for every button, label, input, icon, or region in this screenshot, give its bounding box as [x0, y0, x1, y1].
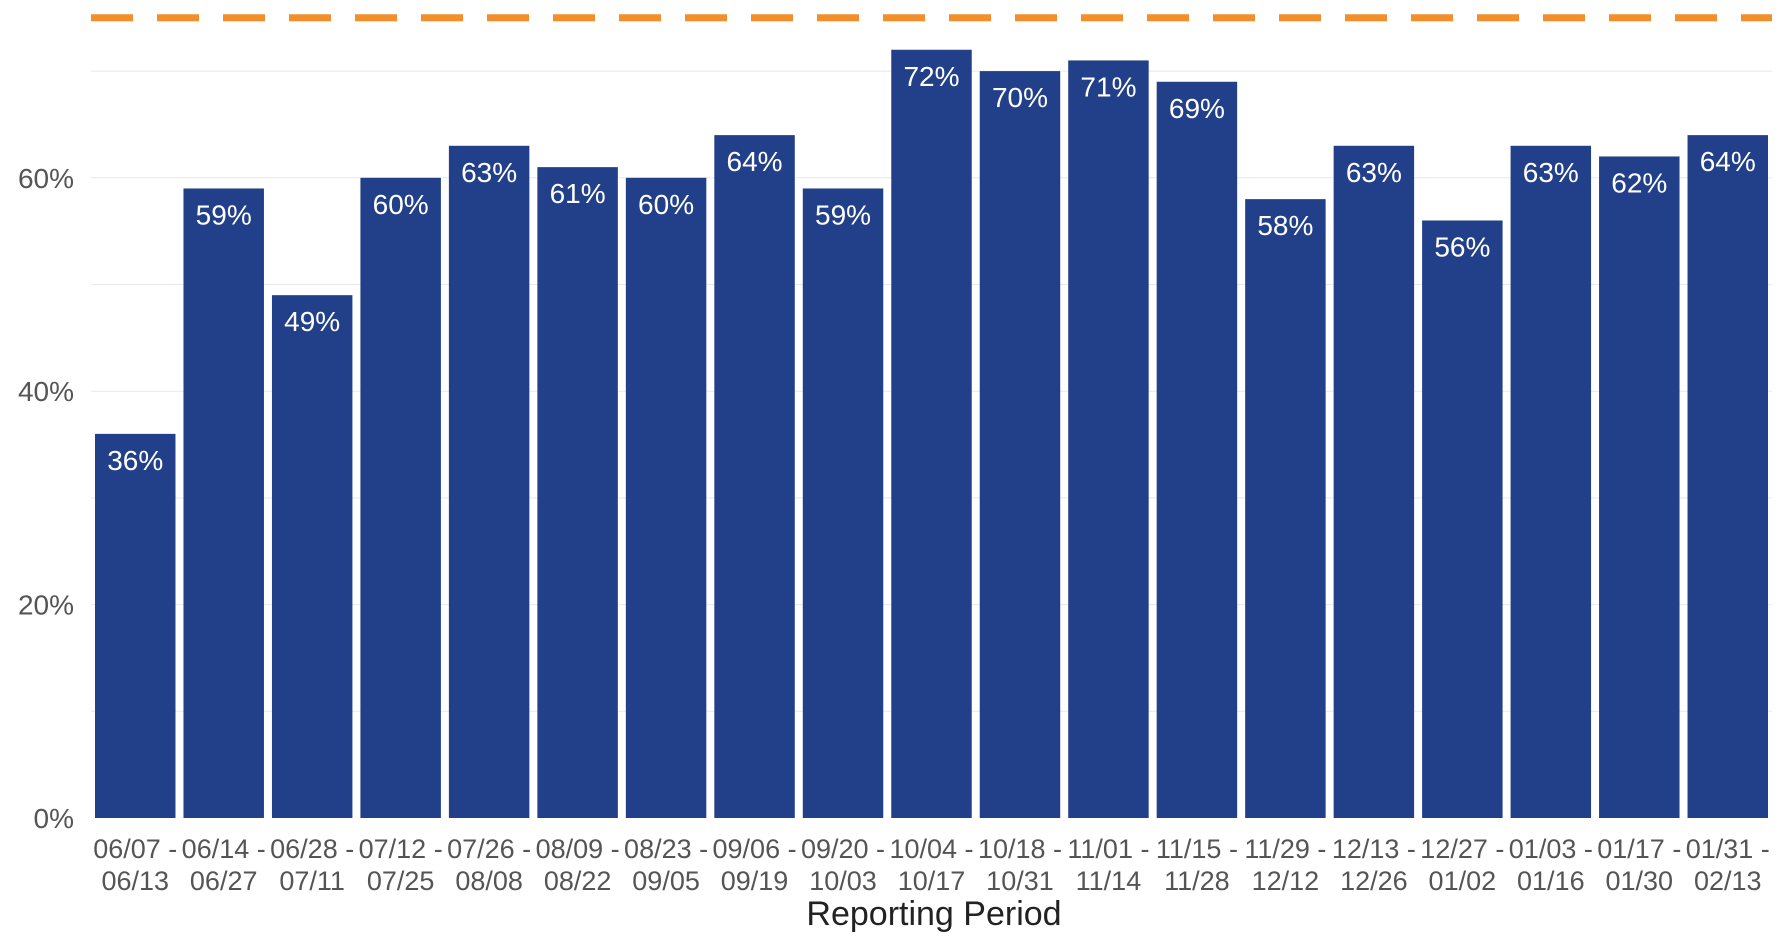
x-tick-label: 11/29 -: [1244, 834, 1326, 864]
bar: [448, 145, 530, 819]
x-tick-label: 01/30: [1606, 866, 1674, 896]
x-tick-label: 10/17: [898, 866, 966, 896]
bar-data-label: 72%: [903, 61, 959, 92]
x-tick-label: 10/03: [809, 866, 877, 896]
bar: [1599, 156, 1680, 818]
bar-data-label: 71%: [1080, 71, 1136, 102]
bar-data-label: 63%: [461, 157, 517, 188]
bar-data-label: 63%: [1346, 157, 1402, 188]
bar: [95, 433, 176, 818]
x-tick-label: 10/31: [986, 866, 1054, 896]
x-tick-label: 12/26: [1340, 866, 1408, 896]
x-tick-label: 11/15 -: [1156, 834, 1238, 864]
bar-data-label: 61%: [550, 178, 606, 209]
bar: [1068, 60, 1149, 819]
bar-data-label: 70%: [992, 82, 1048, 113]
y-tick-label: 0%: [34, 803, 74, 834]
x-tick-label: 09/20 -: [801, 834, 885, 864]
bar: [1245, 199, 1326, 818]
bar-data-label: 64%: [1700, 146, 1756, 177]
bar: [537, 167, 618, 818]
y-axis: 0% 20% 40% 60%: [18, 163, 74, 834]
x-tick-label: 07/11: [279, 866, 345, 896]
x-tick-label: 01/17 -: [1597, 834, 1681, 864]
x-tick-label: 06/14 -: [182, 834, 266, 864]
x-tick-label: 07/25: [367, 866, 435, 896]
x-axis-title: Reporting Period: [806, 895, 1061, 933]
bar-data-label: 62%: [1611, 167, 1667, 198]
x-tick-label: 12/27 -: [1420, 834, 1504, 864]
bar-data-label: 60%: [638, 189, 694, 220]
x-tick-label: 08/23 -: [624, 834, 708, 864]
x-tick-label: 06/13: [101, 866, 169, 896]
bar-data-label: 58%: [1257, 210, 1313, 241]
bar-data-label: 56%: [1434, 231, 1490, 262]
bar: [360, 177, 441, 819]
bar: [1333, 145, 1415, 819]
bar: [1510, 145, 1592, 819]
x-tick-label: 09/05: [632, 866, 700, 896]
bar-data-label: 59%: [196, 199, 252, 230]
bar: [1687, 135, 1768, 818]
bar-data-label: 60%: [373, 189, 429, 220]
x-tick-label: 11/14: [1076, 866, 1142, 896]
x-tick-label: 07/12 -: [359, 834, 443, 864]
x-tick-label: 01/31 -: [1686, 834, 1770, 864]
x-tick-label: 01/16: [1517, 866, 1585, 896]
x-tick-label: 02/13: [1694, 866, 1762, 896]
bar-data-label: 49%: [284, 306, 340, 337]
x-tick-label: 09/19: [721, 866, 789, 896]
x-tick-label: 09/06 -: [713, 834, 797, 864]
x-tick-label: 12/13 -: [1332, 834, 1416, 864]
bar: [891, 49, 972, 818]
x-tick-label: 06/27: [190, 866, 258, 896]
bar: [271, 295, 353, 818]
bar: [183, 188, 264, 819]
bar: [1422, 220, 1503, 819]
x-tick-label: 01/02: [1429, 866, 1497, 896]
x-tick-label: 11/28: [1164, 866, 1230, 896]
x-tick-label: 10/18 -: [978, 834, 1062, 864]
x-tick-label: 06/28 -: [270, 834, 354, 864]
y-tick-label: 20%: [18, 590, 74, 621]
bar: [979, 71, 1061, 819]
bar-data-label: 36%: [107, 445, 163, 476]
bar-data-label: 64%: [727, 146, 783, 177]
x-tick-label: 12/12: [1252, 866, 1320, 896]
bar: [1156, 81, 1238, 818]
y-tick-label: 40%: [18, 376, 74, 407]
x-axis: 06/07 -06/13 06/14 -06/27 06/28 -07/11 07/1…: [93, 834, 1770, 896]
bar: [625, 177, 707, 819]
x-tick-label: 11/01 -: [1067, 834, 1149, 864]
x-tick-label: 01/03 -: [1509, 834, 1593, 864]
bar: [714, 135, 795, 818]
bars: [95, 49, 1768, 819]
bar-data-label: 63%: [1523, 157, 1579, 188]
x-tick-label: 08/08: [455, 866, 523, 896]
x-tick-label: 08/09 -: [536, 834, 620, 864]
bar: [802, 188, 884, 819]
x-tick-label: 08/22: [544, 866, 612, 896]
x-tick-label: 07/26 -: [447, 834, 531, 864]
bar-data-label: 69%: [1169, 93, 1225, 124]
x-tick-label: 06/07 -: [93, 834, 177, 864]
y-tick-label: 60%: [18, 163, 74, 194]
bar-labels: 36% 59% 49% 60% 63% 61% 60% 64% 59% 72% 70% 71% 69% 5…: [107, 61, 1756, 476]
x-tick-label: 10/04 -: [889, 834, 973, 864]
bar-data-label: 59%: [815, 199, 871, 230]
